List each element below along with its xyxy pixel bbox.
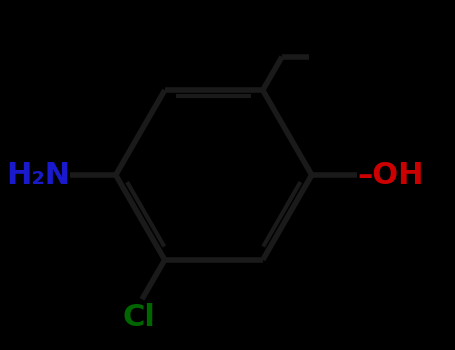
Text: H₂N: H₂N (6, 161, 70, 189)
Text: –OH: –OH (357, 161, 424, 189)
Text: Cl: Cl (122, 303, 155, 332)
